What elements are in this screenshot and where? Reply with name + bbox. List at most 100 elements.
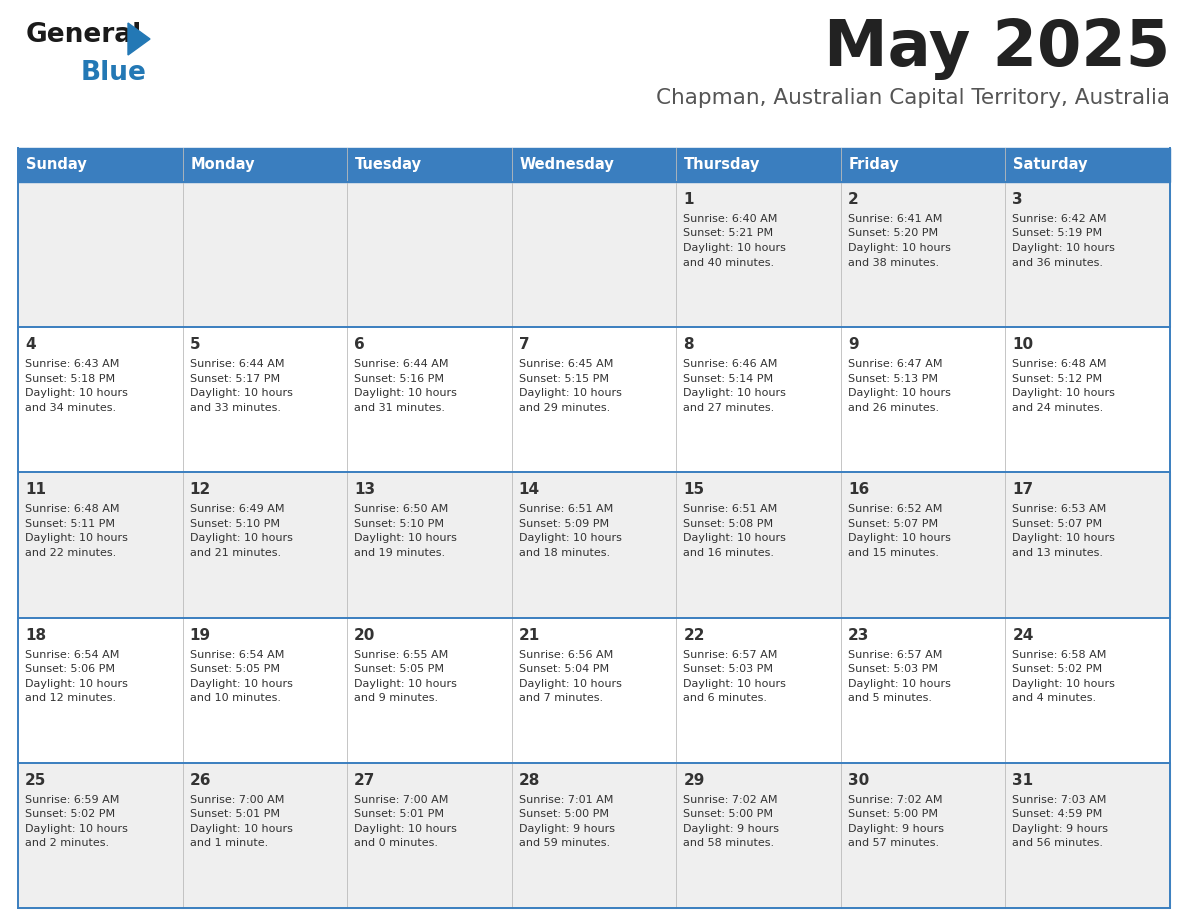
Text: Daylight: 9 hours: Daylight: 9 hours	[519, 823, 614, 834]
Text: Thursday: Thursday	[684, 158, 760, 173]
Text: Sunset: 5:01 PM: Sunset: 5:01 PM	[354, 810, 444, 819]
Text: Sunrise: 6:40 AM: Sunrise: 6:40 AM	[683, 214, 778, 224]
Text: Sunset: 5:20 PM: Sunset: 5:20 PM	[848, 229, 939, 239]
Text: May 2025: May 2025	[823, 18, 1170, 80]
Text: Sunset: 5:03 PM: Sunset: 5:03 PM	[848, 664, 937, 674]
Text: and 2 minutes.: and 2 minutes.	[25, 838, 109, 848]
Text: Daylight: 10 hours: Daylight: 10 hours	[683, 243, 786, 253]
Text: and 5 minutes.: and 5 minutes.	[848, 693, 931, 703]
Bar	[18, 148, 1170, 182]
Text: Daylight: 10 hours: Daylight: 10 hours	[25, 823, 128, 834]
Text: Sunset: 5:00 PM: Sunset: 5:00 PM	[683, 810, 773, 819]
Text: Daylight: 10 hours: Daylight: 10 hours	[190, 388, 292, 398]
Text: Daylight: 10 hours: Daylight: 10 hours	[683, 678, 786, 688]
Text: Daylight: 10 hours: Daylight: 10 hours	[190, 823, 292, 834]
Text: 5: 5	[190, 337, 201, 353]
Text: and 31 minutes.: and 31 minutes.	[354, 403, 446, 413]
Text: 19: 19	[190, 628, 210, 643]
Text: and 56 minutes.: and 56 minutes.	[1012, 838, 1104, 848]
Text: Sunset: 5:07 PM: Sunset: 5:07 PM	[848, 519, 939, 529]
Text: Sunset: 5:04 PM: Sunset: 5:04 PM	[519, 664, 608, 674]
Text: Sunset: 5:09 PM: Sunset: 5:09 PM	[519, 519, 608, 529]
Bar	[18, 182, 1170, 327]
Text: Daylight: 10 hours: Daylight: 10 hours	[25, 533, 128, 543]
Text: 14: 14	[519, 482, 539, 498]
Text: 6: 6	[354, 337, 365, 353]
Text: Sunrise: 6:58 AM: Sunrise: 6:58 AM	[1012, 650, 1107, 660]
Text: Sunrise: 6:48 AM: Sunrise: 6:48 AM	[25, 504, 120, 514]
Text: Daylight: 9 hours: Daylight: 9 hours	[1012, 823, 1108, 834]
Text: Daylight: 10 hours: Daylight: 10 hours	[519, 533, 621, 543]
Text: Sunset: 5:13 PM: Sunset: 5:13 PM	[848, 374, 937, 384]
Text: Daylight: 10 hours: Daylight: 10 hours	[1012, 678, 1116, 688]
Text: Daylight: 10 hours: Daylight: 10 hours	[190, 678, 292, 688]
Text: Daylight: 10 hours: Daylight: 10 hours	[683, 388, 786, 398]
Text: Sunset: 5:06 PM: Sunset: 5:06 PM	[25, 664, 115, 674]
Text: 21: 21	[519, 628, 541, 643]
Text: Sunset: 5:18 PM: Sunset: 5:18 PM	[25, 374, 115, 384]
Text: Sunset: 5:05 PM: Sunset: 5:05 PM	[354, 664, 444, 674]
Text: Sunrise: 6:51 AM: Sunrise: 6:51 AM	[519, 504, 613, 514]
Text: and 57 minutes.: and 57 minutes.	[848, 838, 939, 848]
Text: Daylight: 10 hours: Daylight: 10 hours	[354, 533, 457, 543]
Text: and 6 minutes.: and 6 minutes.	[683, 693, 767, 703]
Text: Sunset: 5:02 PM: Sunset: 5:02 PM	[25, 810, 115, 819]
Text: Sunset: 5:00 PM: Sunset: 5:00 PM	[848, 810, 937, 819]
Text: Sunrise: 7:00 AM: Sunrise: 7:00 AM	[354, 795, 449, 805]
Text: Sunset: 5:03 PM: Sunset: 5:03 PM	[683, 664, 773, 674]
Text: Sunset: 5:16 PM: Sunset: 5:16 PM	[354, 374, 444, 384]
Text: Sunrise: 6:41 AM: Sunrise: 6:41 AM	[848, 214, 942, 224]
Text: Daylight: 10 hours: Daylight: 10 hours	[190, 533, 292, 543]
Text: Sunset: 5:08 PM: Sunset: 5:08 PM	[683, 519, 773, 529]
Text: and 59 minutes.: and 59 minutes.	[519, 838, 609, 848]
Text: and 13 minutes.: and 13 minutes.	[1012, 548, 1104, 558]
Text: and 27 minutes.: and 27 minutes.	[683, 403, 775, 413]
Text: Sunrise: 6:43 AM: Sunrise: 6:43 AM	[25, 359, 119, 369]
Text: 11: 11	[25, 482, 46, 498]
Text: 27: 27	[354, 773, 375, 788]
Text: Sunset: 5:15 PM: Sunset: 5:15 PM	[519, 374, 608, 384]
Text: 20: 20	[354, 628, 375, 643]
Text: and 1 minute.: and 1 minute.	[190, 838, 267, 848]
Text: Saturday: Saturday	[1013, 158, 1088, 173]
Text: Sunrise: 6:57 AM: Sunrise: 6:57 AM	[683, 650, 778, 660]
Text: 8: 8	[683, 337, 694, 353]
Text: Daylight: 10 hours: Daylight: 10 hours	[848, 533, 950, 543]
Text: Sunrise: 7:02 AM: Sunrise: 7:02 AM	[848, 795, 942, 805]
Text: Sunset: 5:14 PM: Sunset: 5:14 PM	[683, 374, 773, 384]
Text: Daylight: 10 hours: Daylight: 10 hours	[848, 678, 950, 688]
Text: Tuesday: Tuesday	[355, 158, 422, 173]
Text: 18: 18	[25, 628, 46, 643]
Text: Daylight: 10 hours: Daylight: 10 hours	[25, 678, 128, 688]
Text: Sunset: 5:00 PM: Sunset: 5:00 PM	[519, 810, 608, 819]
Text: General: General	[26, 22, 143, 48]
Text: and 40 minutes.: and 40 minutes.	[683, 258, 775, 267]
Text: Sunday: Sunday	[26, 158, 87, 173]
Text: Daylight: 9 hours: Daylight: 9 hours	[683, 823, 779, 834]
Text: Sunrise: 6:47 AM: Sunrise: 6:47 AM	[848, 359, 942, 369]
Text: 25: 25	[25, 773, 46, 788]
Text: Sunset: 5:05 PM: Sunset: 5:05 PM	[190, 664, 279, 674]
Text: Sunset: 5:21 PM: Sunset: 5:21 PM	[683, 229, 773, 239]
Text: Sunrise: 6:48 AM: Sunrise: 6:48 AM	[1012, 359, 1107, 369]
Text: Sunrise: 6:54 AM: Sunrise: 6:54 AM	[25, 650, 119, 660]
Text: Daylight: 9 hours: Daylight: 9 hours	[848, 823, 943, 834]
Text: Sunrise: 6:49 AM: Sunrise: 6:49 AM	[190, 504, 284, 514]
Text: 28: 28	[519, 773, 541, 788]
Text: and 10 minutes.: and 10 minutes.	[190, 693, 280, 703]
Text: Sunrise: 6:56 AM: Sunrise: 6:56 AM	[519, 650, 613, 660]
Text: 3: 3	[1012, 192, 1023, 207]
Polygon shape	[128, 23, 150, 55]
Text: Sunrise: 6:44 AM: Sunrise: 6:44 AM	[190, 359, 284, 369]
Text: Daylight: 10 hours: Daylight: 10 hours	[848, 243, 950, 253]
Text: Daylight: 10 hours: Daylight: 10 hours	[1012, 533, 1116, 543]
Text: Daylight: 10 hours: Daylight: 10 hours	[354, 678, 457, 688]
Text: 13: 13	[354, 482, 375, 498]
Bar	[18, 763, 1170, 908]
Text: and 36 minutes.: and 36 minutes.	[1012, 258, 1104, 267]
Text: and 15 minutes.: and 15 minutes.	[848, 548, 939, 558]
Text: and 38 minutes.: and 38 minutes.	[848, 258, 939, 267]
Text: Daylight: 10 hours: Daylight: 10 hours	[519, 678, 621, 688]
Text: Daylight: 10 hours: Daylight: 10 hours	[354, 823, 457, 834]
Text: Sunrise: 7:00 AM: Sunrise: 7:00 AM	[190, 795, 284, 805]
